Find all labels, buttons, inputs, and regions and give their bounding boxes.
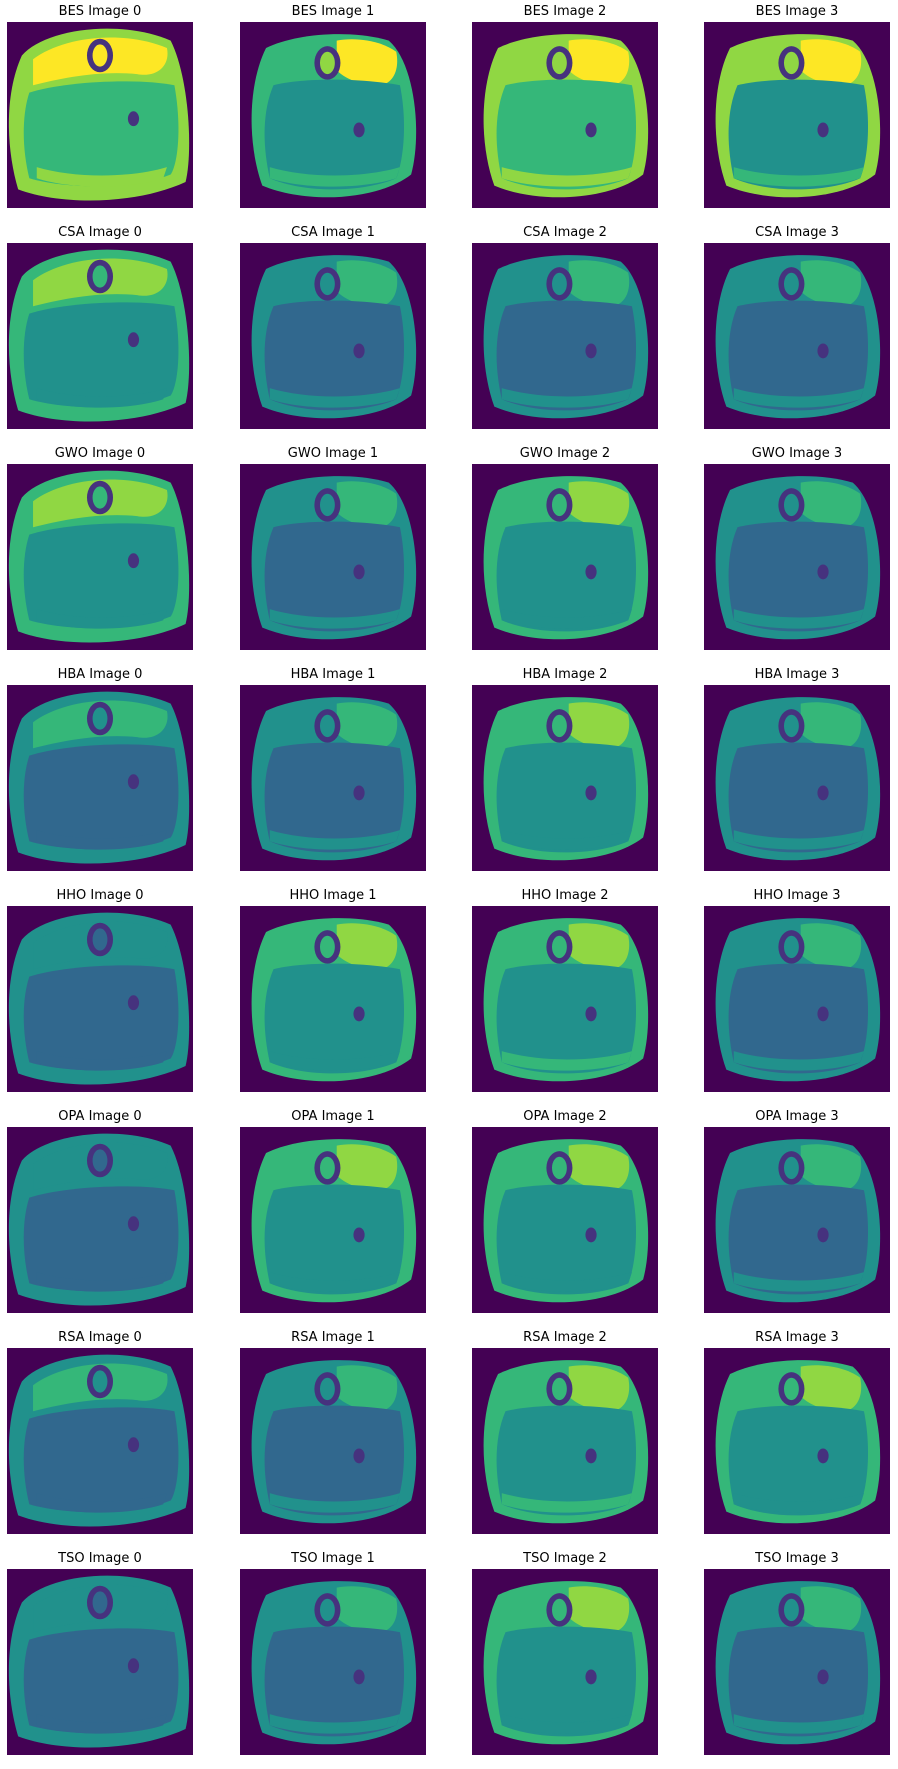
- panel-title: HHO Image 3: [753, 888, 841, 903]
- segmented-image: [240, 243, 426, 429]
- segmented-image: [240, 1127, 426, 1313]
- panel-title: HBA Image 2: [522, 667, 608, 682]
- panel-title: GWO Image 3: [751, 446, 843, 461]
- panel-title: HBA Image 3: [754, 667, 840, 682]
- panel-title: TSO Image 0: [58, 1551, 142, 1566]
- segmented-image: [704, 1348, 890, 1534]
- segmented-image: [240, 906, 426, 1092]
- panel-title: BES Image 0: [58, 4, 142, 19]
- segmented-image: [7, 243, 193, 429]
- panel-title: OPA Image 1: [291, 1109, 375, 1124]
- segmented-image: [704, 1569, 890, 1755]
- panel-title: BES Image 2: [523, 4, 607, 19]
- segmented-image: [704, 464, 890, 650]
- panel-title: RSA Image 1: [291, 1330, 375, 1345]
- segmented-image: [704, 685, 890, 871]
- panel-title: RSA Image 2: [523, 1330, 607, 1345]
- segmented-image: [240, 464, 426, 650]
- panel-title: OPA Image 0: [58, 1109, 142, 1124]
- segmented-image: [7, 1348, 193, 1534]
- segmented-image: [240, 22, 426, 208]
- panel-title: OPA Image 3: [755, 1109, 839, 1124]
- segmented-image: [7, 685, 193, 871]
- panel-title: HHO Image 2: [521, 888, 609, 903]
- panel-title: HHO Image 1: [289, 888, 377, 903]
- segmented-image: [7, 906, 193, 1092]
- panel-title: TSO Image 2: [523, 1551, 607, 1566]
- panel-title: RSA Image 3: [755, 1330, 839, 1345]
- segmented-image: [7, 22, 193, 208]
- segmented-image: [7, 1569, 193, 1755]
- segmented-image: [472, 1569, 658, 1755]
- segmented-image: [7, 464, 193, 650]
- segmented-image: [704, 906, 890, 1092]
- segmented-image: [704, 243, 890, 429]
- panel-title: CSA Image 0: [58, 225, 142, 240]
- segmented-image: [7, 1127, 193, 1313]
- segmented-image: [240, 685, 426, 871]
- segmented-image: [472, 685, 658, 871]
- segmented-image: [472, 1348, 658, 1534]
- panel-title: OPA Image 2: [523, 1109, 607, 1124]
- panel-title: RSA Image 0: [58, 1330, 142, 1345]
- segmented-image: [472, 464, 658, 650]
- panel-title: CSA Image 3: [755, 225, 839, 240]
- panel-title: TSO Image 1: [291, 1551, 375, 1566]
- panel-title: TSO Image 3: [755, 1551, 839, 1566]
- panel-title: HBA Image 1: [290, 667, 376, 682]
- segmented-image: [704, 22, 890, 208]
- panel-title: GWO Image 1: [287, 446, 379, 461]
- panel-title: CSA Image 2: [523, 225, 607, 240]
- panel-title: BES Image 1: [291, 4, 375, 19]
- panel-title: GWO Image 2: [519, 446, 611, 461]
- segmented-image: [472, 243, 658, 429]
- panel-title: HHO Image 0: [56, 888, 144, 903]
- segmented-image: [472, 1127, 658, 1313]
- panel-title: BES Image 3: [755, 4, 839, 19]
- segmented-image: [240, 1569, 426, 1755]
- segmented-image: [240, 1348, 426, 1534]
- segmented-image: [704, 1127, 890, 1313]
- segmented-image: [472, 906, 658, 1092]
- panel-title: HBA Image 0: [57, 667, 143, 682]
- segmented-image: [472, 22, 658, 208]
- panel-title: GWO Image 0: [54, 446, 146, 461]
- panel-title: CSA Image 1: [291, 225, 375, 240]
